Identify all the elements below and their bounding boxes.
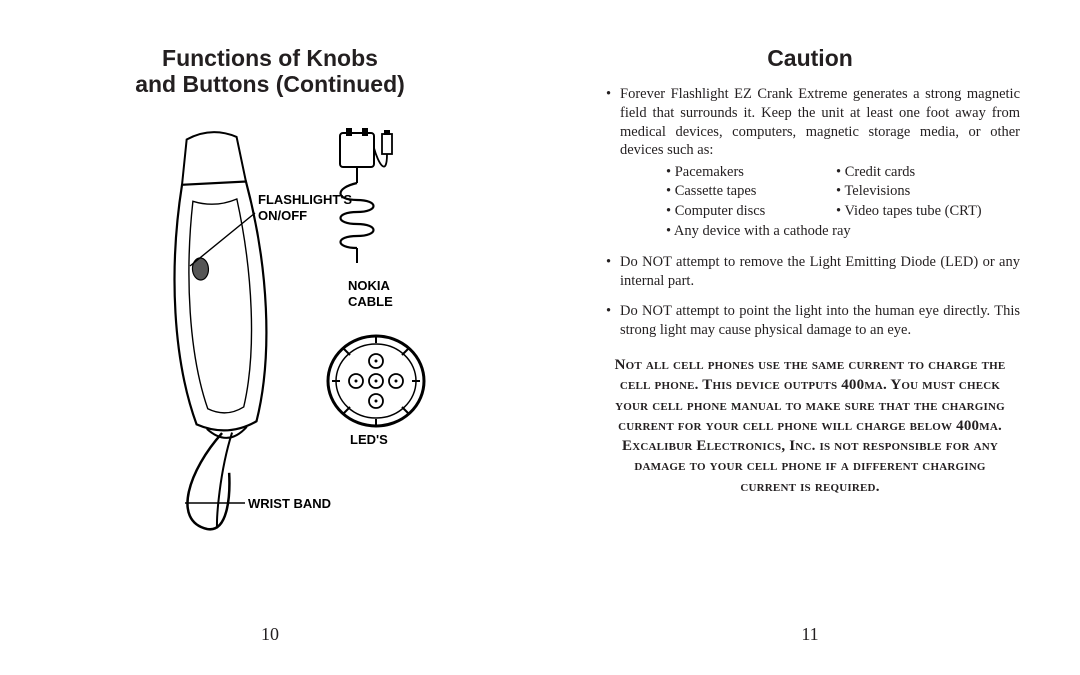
device-grid: Pacemakers Credit cards Cassette tapes T… xyxy=(666,163,1020,241)
label-wrist-band: WRIST BAND xyxy=(248,496,331,511)
device-credit-cards: Credit cards xyxy=(836,163,1026,182)
charging-warning: Not all cell phones use the same current… xyxy=(600,355,1020,497)
page-number-left: 10 xyxy=(60,624,480,645)
caution-item-1-text: Forever Flashlight EZ Crank Extreme gene… xyxy=(620,86,1020,158)
left-heading-line2: and Buttons (Continued) xyxy=(135,71,405,97)
caution-item-1: Forever Flashlight EZ Crank Extreme gene… xyxy=(600,85,1020,241)
device-pacemakers: Pacemakers xyxy=(666,163,836,182)
left-heading-line1: Functions of Knobs xyxy=(162,45,378,71)
caution-list: Forever Flashlight EZ Crank Extreme gene… xyxy=(600,85,1020,339)
left-heading: Functions of Knobs and Buttons (Continue… xyxy=(60,45,480,98)
device-crt: Video tapes tube (CRT) xyxy=(836,202,1026,221)
document-spread: Functions of Knobs and Buttons (Continue… xyxy=(0,0,1080,675)
flashlight-diagram: FLASHLIGHT'S ON/OFF NOKIA CABLE LED'S WR… xyxy=(80,118,460,538)
caution-item-2: Do NOT attempt to remove the Light Emitt… xyxy=(600,253,1020,290)
page-left: Functions of Knobs and Buttons (Continue… xyxy=(0,0,540,675)
right-heading: Caution xyxy=(600,45,1020,71)
page-right: Caution Forever Flashlight EZ Crank Extr… xyxy=(540,0,1080,675)
device-cathode-ray: Any device with a cathode ray xyxy=(666,222,1026,241)
device-cassette-tapes: Cassette tapes xyxy=(666,182,836,201)
label-nokia-1: NOKIA xyxy=(348,278,391,293)
page-number-right: 11 xyxy=(600,624,1020,645)
label-flashlight-onoff-1: FLASHLIGHT'S xyxy=(258,192,352,207)
caution-item-3: Do NOT attempt to point the light into t… xyxy=(600,302,1020,339)
label-nokia-2: CABLE xyxy=(348,294,393,309)
label-flashlight-onoff-2: ON/OFF xyxy=(258,208,307,223)
label-leds: LED'S xyxy=(350,432,388,447)
device-computer-discs: Computer discs xyxy=(666,202,836,221)
device-televisions: Televisions xyxy=(836,182,1026,201)
